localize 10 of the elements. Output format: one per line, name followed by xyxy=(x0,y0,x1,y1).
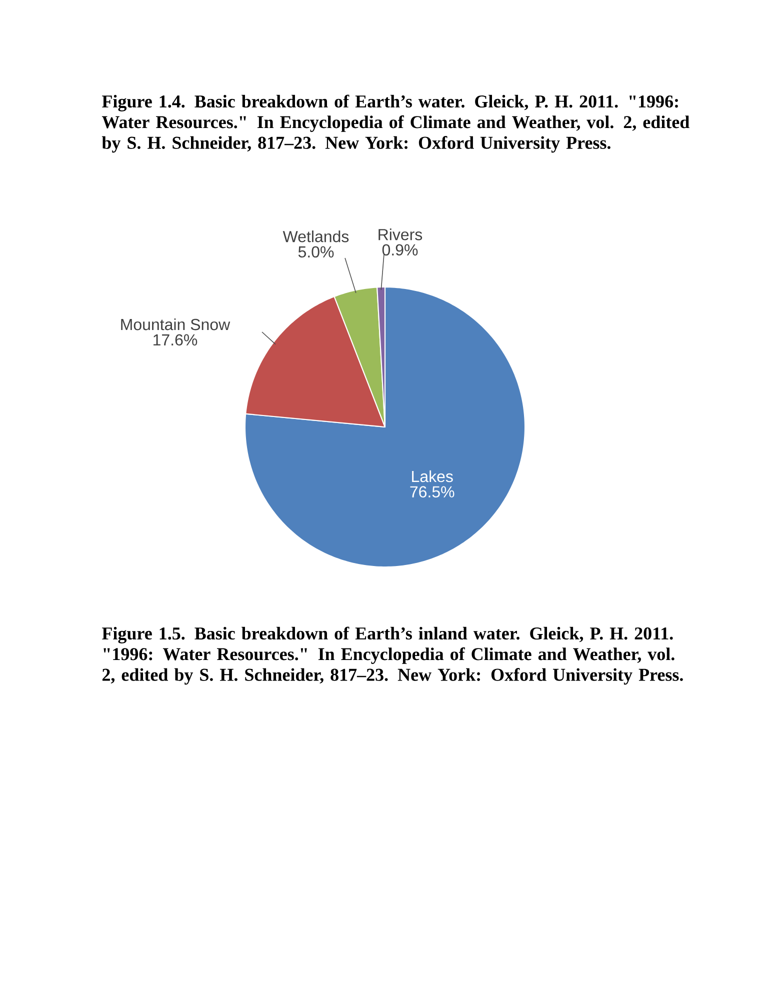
data-label: 5.0% xyxy=(298,246,334,258)
data-label: 0.9% xyxy=(382,244,418,256)
slice-label: Mountain Snow xyxy=(121,318,230,330)
slice-label: Wetlands xyxy=(282,230,349,242)
slice-label: Lakes xyxy=(412,470,453,482)
slice-label: Rivers xyxy=(378,228,422,240)
data-label: 76.5% xyxy=(410,486,454,498)
data-label: 17.6% xyxy=(154,334,198,346)
caption: Figure 1.5. Basic breakdown of Earth’s inland water. Gleick, P. H. 2011. "1996: Water Resources." In Encyclopedia of Climate and Weather, vol. 2, edited by S. H. Schneider, 817–23. New York: Oxford University Press. xyxy=(102,626,683,685)
chart-title: Figure 1.4. Basic breakdown of Earth’s water. Gleick, P. H. 2011. "1996: Water Resources." In Encyclopedia of Climate and Weather, vol. 2, edited by S. H. Schneider, 817–23. New York: Oxford University Press. xyxy=(102,94,690,153)
